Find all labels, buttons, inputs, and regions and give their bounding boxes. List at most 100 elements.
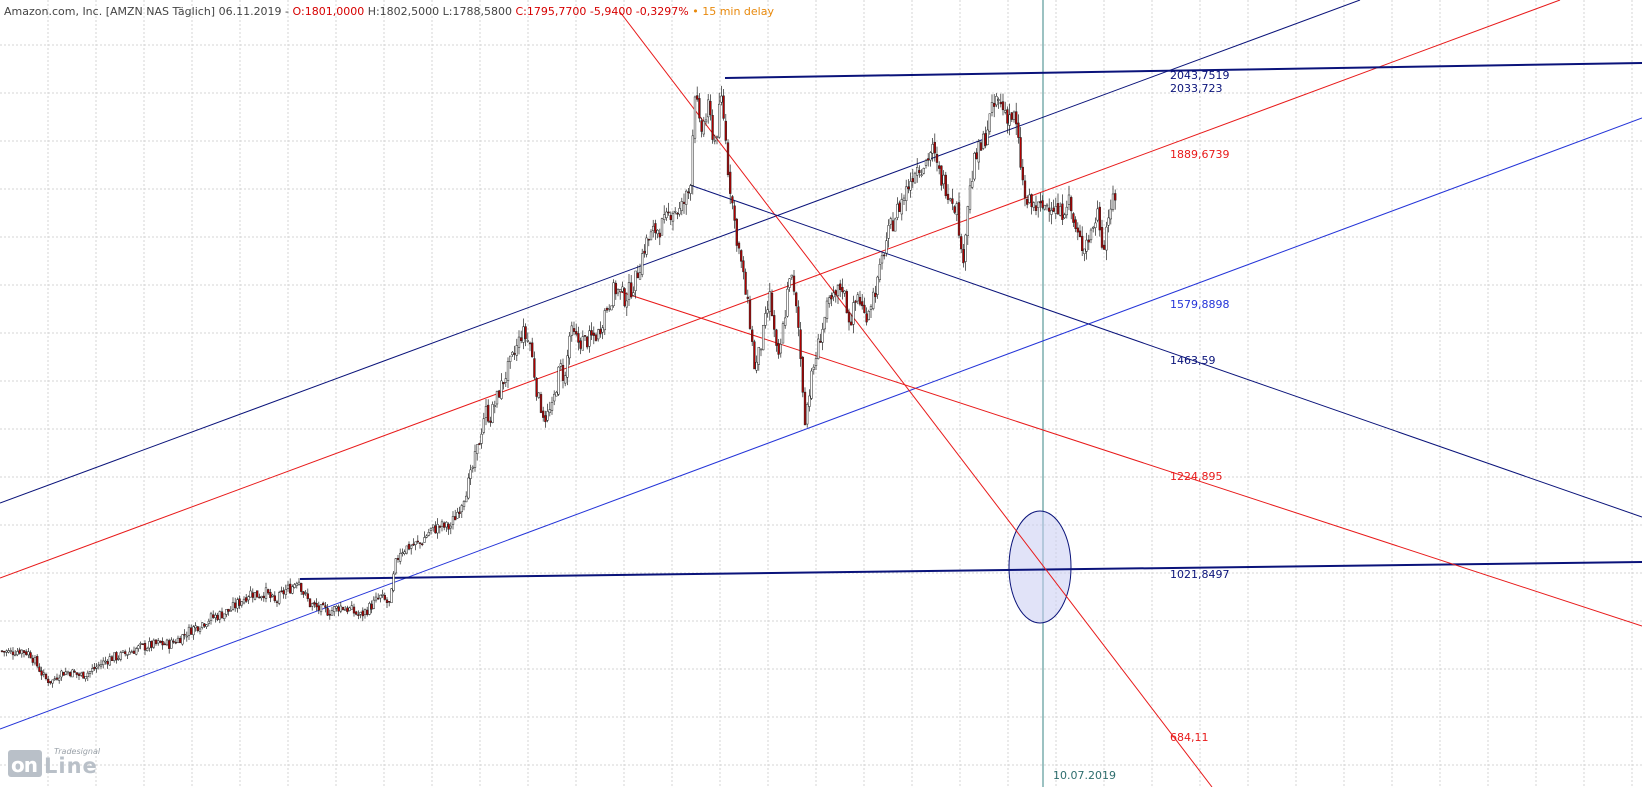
- candle-body: [889, 218, 892, 225]
- bottom-support-line: [299, 561, 1642, 580]
- candle-body: [324, 605, 327, 608]
- candle-body: [165, 639, 169, 646]
- candle-body: [495, 390, 499, 405]
- candle-body: [638, 272, 642, 280]
- candle-body: [124, 651, 127, 655]
- candle-body: [1076, 227, 1079, 233]
- candle-body: [11, 651, 15, 656]
- candle-body: [454, 516, 457, 521]
- candle-body: [335, 605, 338, 609]
- candle-body: [108, 656, 111, 666]
- candle-body: [148, 641, 151, 649]
- candle-body: [876, 276, 879, 295]
- candle-body: [1098, 206, 1101, 231]
- candle-body: [231, 602, 235, 610]
- candle-body: [834, 290, 837, 295]
- candle-body: [861, 301, 864, 307]
- candle-body: [999, 101, 1002, 105]
- candle-body: [810, 370, 813, 399]
- candle-body: [614, 282, 617, 295]
- candle-body: [808, 395, 811, 407]
- candle-body: [847, 311, 851, 323]
- candle-body: [975, 152, 978, 160]
- candle-body: [746, 296, 749, 299]
- candle-body: [1050, 210, 1053, 215]
- candle-body: [678, 208, 681, 215]
- candle-body: [225, 609, 228, 615]
- candle-body: [891, 220, 895, 232]
- candle-body: [1045, 204, 1049, 207]
- candle-body: [790, 274, 793, 278]
- candle-body: [51, 679, 54, 684]
- candle-body: [429, 527, 433, 531]
- candle-body: [249, 590, 252, 598]
- candle-body: [931, 144, 934, 154]
- candle-body: [0, 650, 4, 652]
- candle-body: [478, 443, 481, 445]
- candle-body: [121, 650, 125, 653]
- candle-body: [960, 236, 963, 250]
- candle-body: [29, 652, 32, 659]
- candle-body: [1087, 239, 1090, 243]
- candle-body: [493, 405, 496, 407]
- candle-body: [1096, 208, 1099, 221]
- candle-body: [269, 591, 272, 599]
- candle-body: [374, 596, 378, 601]
- candle-body: [366, 609, 369, 615]
- candle-body: [179, 637, 182, 644]
- logo-on-text: on: [11, 753, 38, 777]
- candle-body: [141, 643, 144, 645]
- candle-body: [1010, 112, 1013, 120]
- candle-body: [306, 593, 309, 599]
- candle-body: [786, 288, 789, 317]
- candle-body: [982, 133, 985, 149]
- candle-body: [273, 595, 276, 602]
- candle-body: [82, 671, 85, 679]
- candle-body: [900, 199, 903, 215]
- candle-body: [522, 326, 525, 343]
- candle-body: [636, 272, 639, 279]
- candle-body: [192, 626, 195, 636]
- candle-body: [1083, 248, 1086, 254]
- candle-body: [1021, 166, 1024, 181]
- candle-body: [465, 495, 468, 503]
- candle-body: [885, 240, 888, 254]
- candle-body: [1111, 193, 1115, 210]
- candle-body: [449, 525, 452, 529]
- candle-body: [907, 186, 910, 190]
- candle-body: [1067, 194, 1071, 205]
- candle-body: [1114, 193, 1117, 201]
- level-label: 684,11: [1170, 731, 1209, 745]
- candle-body: [944, 174, 947, 197]
- lower-channel-line: [0, 117, 1642, 730]
- candle-body: [407, 543, 411, 550]
- candle-body: [616, 289, 620, 294]
- candle-body: [176, 637, 180, 643]
- candle-body: [357, 614, 360, 616]
- candle-body: [423, 537, 426, 543]
- candle-body: [1026, 198, 1029, 205]
- candle-body: [720, 95, 723, 103]
- candle-body: [348, 607, 351, 611]
- tradesignal-online-logo: on Line Tradesignal: [8, 747, 106, 779]
- candle-body: [69, 672, 72, 677]
- candle-body: [1078, 230, 1082, 238]
- candle-body: [260, 596, 263, 598]
- candle-body: [542, 410, 545, 418]
- candle-body: [3, 650, 6, 653]
- candle-body: [284, 589, 287, 595]
- candle-body: [1094, 222, 1097, 228]
- candle-body: [537, 392, 540, 398]
- candle-body: [997, 99, 1000, 101]
- highlight-ellipse: [1008, 510, 1072, 624]
- candle-body: [902, 197, 906, 201]
- candle-body: [91, 668, 94, 672]
- candle-body: [825, 300, 829, 319]
- candle-body: [916, 167, 919, 176]
- candle-body: [715, 136, 719, 139]
- candle-body: [333, 606, 336, 612]
- candle-body: [361, 610, 364, 617]
- candle-body: [212, 614, 215, 618]
- candle-body: [839, 283, 842, 290]
